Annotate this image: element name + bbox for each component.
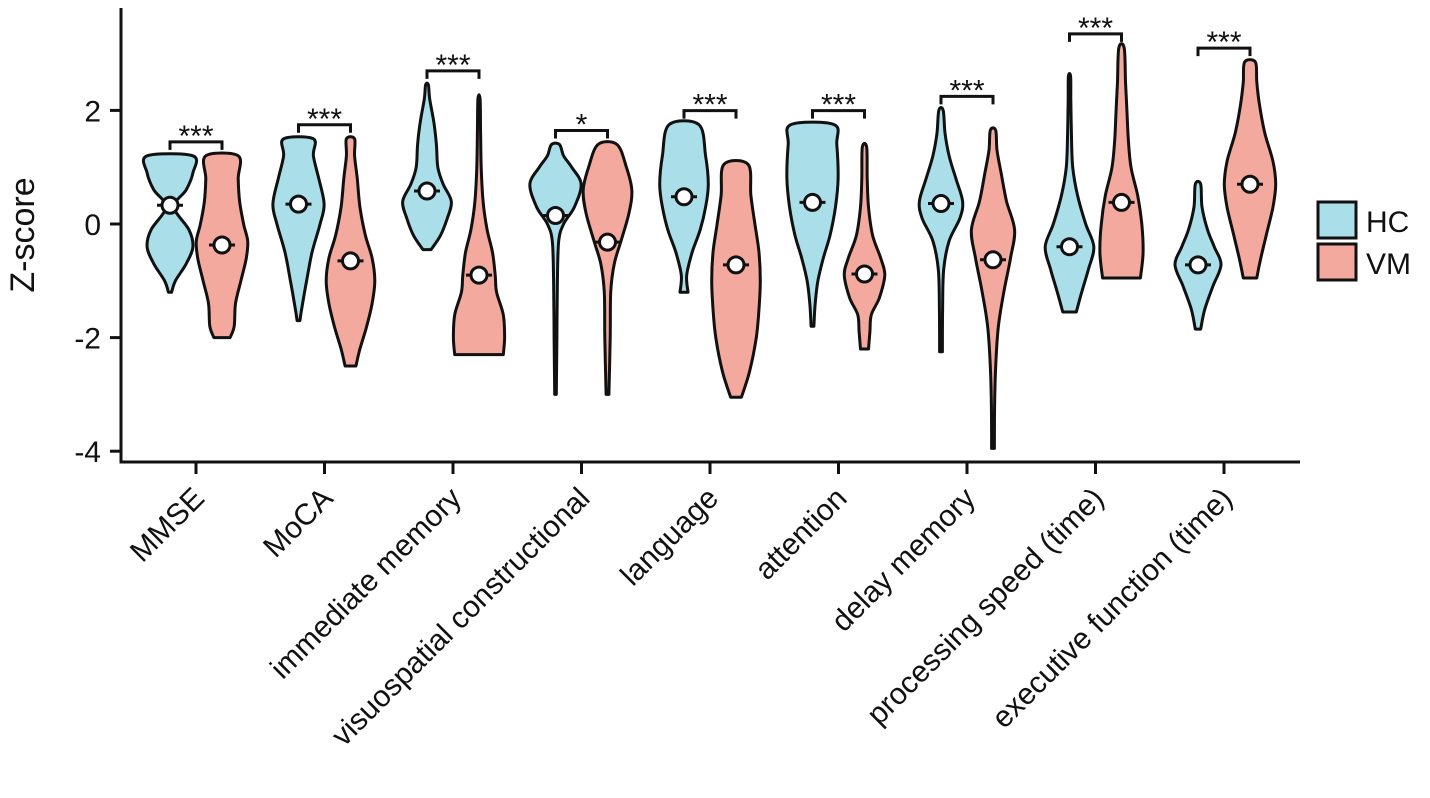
category-group-5: *** — [785, 89, 887, 351]
violin-hc-2 — [401, 81, 453, 252]
center-point-hc-2 — [417, 181, 437, 201]
significance-label-6: *** — [949, 74, 984, 107]
x-tick-label-5: attention — [749, 482, 854, 587]
significance-label-1: *** — [307, 103, 342, 136]
violin-vm-2 — [451, 93, 507, 357]
significance-label-5: *** — [821, 89, 856, 122]
legend: HC VM — [1316, 200, 1411, 282]
center-point-vm-3 — [598, 232, 617, 252]
y-axis-label: Z-score — [4, 177, 42, 292]
legend-label-vm: VM — [1366, 248, 1411, 281]
violin-hc-7 — [1043, 71, 1096, 314]
center-point-hc-6 — [931, 194, 951, 214]
significance-bracket-0 — [168, 140, 224, 150]
significance-bracket-8 — [1196, 46, 1252, 57]
violin-vm-4 — [710, 159, 762, 399]
center-point-hc-0 — [160, 195, 180, 215]
legend-swatch-hc — [1316, 200, 1358, 240]
violin-hc-3 — [528, 141, 583, 396]
violin-vm-3 — [581, 140, 634, 396]
violin-hc-4 — [658, 119, 710, 294]
category-group-7: *** — [1043, 12, 1145, 314]
x-tick-label-8: executive function (time) — [986, 482, 1239, 735]
x-tick-label-4: language — [614, 482, 725, 593]
x-tick-label-3: visuospatial constructional — [325, 482, 596, 753]
significance-label-3: * — [576, 108, 588, 141]
significance-label-0: *** — [178, 120, 213, 153]
legend-swatch-vm — [1316, 242, 1358, 282]
x-tick-label-0: MMSE — [124, 482, 211, 569]
violin-hc-5 — [785, 120, 840, 328]
y-tick-label-1: 0 — [84, 209, 101, 242]
significance-label-8: *** — [1206, 26, 1241, 59]
x-tick-label-1: MoCA — [257, 482, 339, 564]
violin-hc-8 — [1173, 179, 1223, 331]
category-group-4: *** — [658, 89, 762, 399]
center-point-hc-8 — [1188, 255, 1208, 275]
significance-label-2: *** — [435, 49, 470, 82]
significance-bracket-2 — [425, 69, 481, 79]
center-point-vm-0 — [212, 235, 232, 255]
significance-bracket-4 — [682, 109, 738, 119]
center-point-hc-4 — [674, 187, 694, 207]
center-point-vm-6 — [983, 250, 1003, 270]
violin-hc-1 — [271, 135, 326, 323]
violin-vm-7 — [1098, 42, 1145, 280]
violin-vm-8 — [1222, 58, 1278, 280]
violin-hc-6 — [917, 106, 965, 354]
significance-bracket-7 — [1068, 32, 1123, 42]
significance-label-7: *** — [1078, 12, 1113, 45]
category-group-8: *** — [1173, 26, 1278, 331]
violin-vm-5 — [842, 141, 887, 351]
violin-vm-6 — [969, 126, 1017, 450]
category-group-1: *** — [271, 103, 377, 368]
violin-vm-1 — [324, 135, 377, 368]
category-group-0: *** — [141, 120, 250, 340]
center-point-vm-5 — [855, 264, 874, 284]
category-group-6: *** — [917, 74, 1017, 450]
plot-area: ************* *** ****** *** — [141, 12, 1278, 450]
category-group-3: * — [528, 108, 634, 396]
significance-bracket-5 — [811, 109, 866, 119]
y-tick-label-0: 2 — [84, 95, 101, 128]
category-group-2: *** — [401, 49, 507, 357]
center-point-vm-4 — [726, 255, 746, 275]
significance-bracket-6 — [939, 94, 995, 105]
center-point-hc-3 — [546, 205, 565, 225]
significance-bracket-1 — [297, 123, 352, 133]
center-point-hc-1 — [289, 194, 308, 214]
significance-label-4: *** — [692, 89, 727, 122]
center-point-vm-8 — [1240, 174, 1260, 194]
center-point-hc-5 — [803, 192, 822, 212]
center-point-vm-2 — [469, 265, 489, 285]
y-tick-label-3: -4 — [74, 436, 101, 469]
y-tick-label-2: -2 — [74, 323, 101, 356]
center-point-hc-7 — [1060, 237, 1079, 257]
center-point-vm-7 — [1112, 192, 1131, 212]
violin-hc-0 — [141, 152, 199, 294]
x-tick-label-7: processing speed (time) — [861, 482, 1111, 732]
significance-bracket-3 — [554, 128, 609, 139]
legend-label-hc: HC — [1366, 206, 1409, 239]
center-point-vm-1 — [341, 251, 360, 271]
